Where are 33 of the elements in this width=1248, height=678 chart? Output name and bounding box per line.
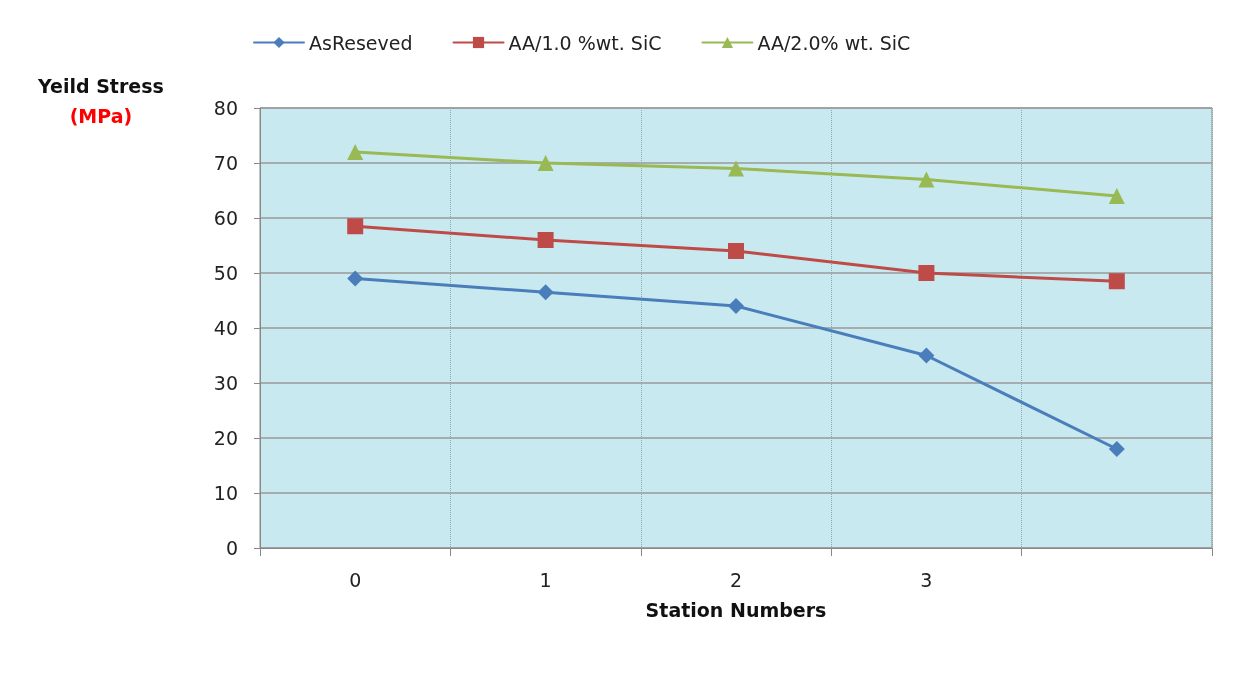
legend-label: AsReseved: [309, 31, 413, 54]
point: [1108, 441, 1125, 457]
x-tick-label: 2: [729, 568, 743, 591]
point: [918, 171, 935, 188]
point: [347, 218, 364, 235]
y-tick-label: 10: [213, 482, 238, 504]
point: [728, 160, 744, 177]
point: [347, 270, 364, 287]
y-axis-title: Yeild Stress (MPa): [36, 74, 164, 127]
y-tick-label: 0: [225, 537, 238, 559]
point: [537, 284, 554, 301]
point: [1108, 273, 1125, 290]
point: [918, 265, 935, 281]
point: [537, 232, 554, 248]
point: [728, 298, 744, 314]
point: [347, 144, 364, 160]
y-tick-label: 40: [213, 317, 238, 339]
x-tick-label: 0: [349, 568, 362, 591]
y-tick-label: 80: [213, 97, 238, 119]
legend-label: AA/1.0 %wt. SiC: [508, 31, 662, 54]
point: [1108, 188, 1125, 204]
x-tick-label: 1: [539, 568, 552, 591]
y-tick-label: 20: [213, 427, 238, 449]
y-tick-label: 30: [213, 372, 238, 394]
x-tick-label: 3: [920, 568, 933, 591]
y-tick-label: 70: [213, 152, 238, 174]
x-axis-title: Station Numbers: [645, 598, 827, 621]
legend-label: AA/2.0% wt. SiC: [757, 31, 911, 54]
y-tick-label: 50: [213, 262, 238, 284]
point: [537, 155, 554, 171]
point: [728, 243, 744, 259]
y-tick-label: 60: [213, 207, 238, 229]
point: [918, 347, 935, 364]
